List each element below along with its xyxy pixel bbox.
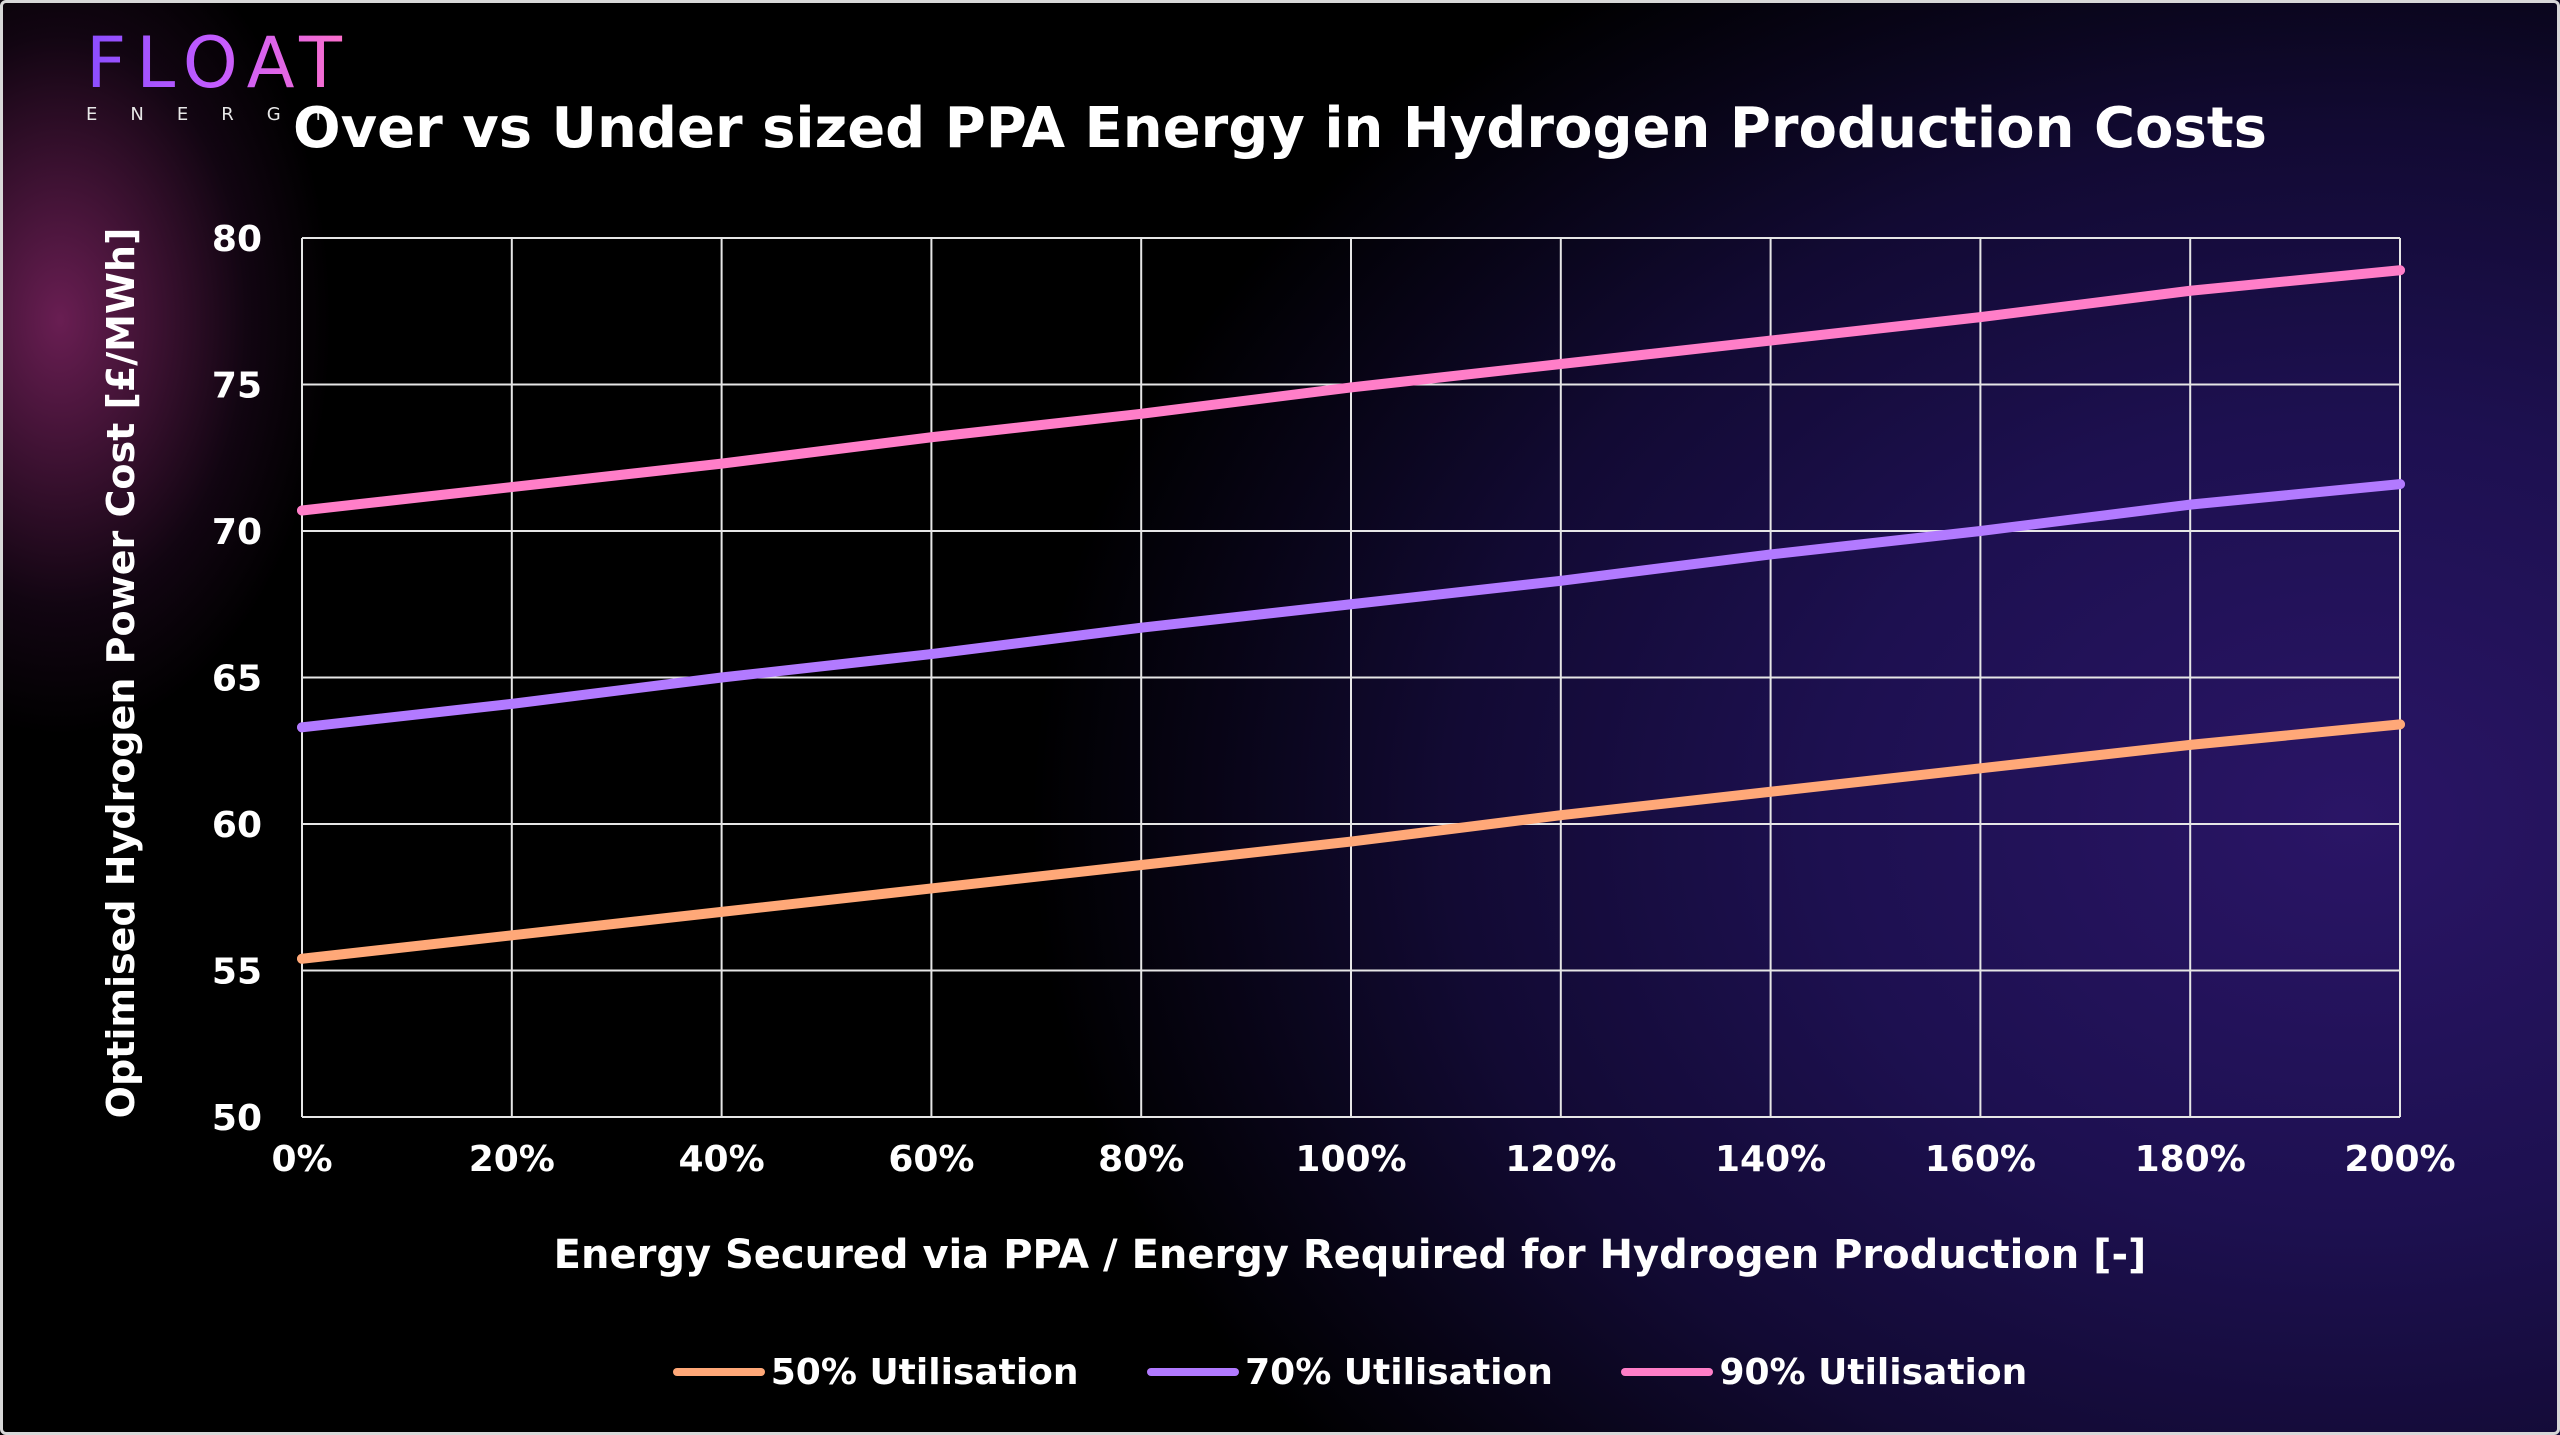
data-point xyxy=(1555,358,1566,369)
legend-item-90: 90% Utilisation xyxy=(1621,1352,2027,1393)
data-point xyxy=(506,482,517,493)
chart-title: Over vs Under sized PPA Energy in Hydrog… xyxy=(293,96,2267,161)
data-point xyxy=(1136,860,1147,871)
data-point xyxy=(1136,408,1147,419)
data-point xyxy=(1346,836,1356,847)
data-point xyxy=(506,698,517,709)
legend-label-50: 50% Utilisation xyxy=(770,1351,1079,1393)
x-tick-label: 40% xyxy=(679,1139,765,1180)
legend-label-70: 70% Utilisation xyxy=(1245,1351,1553,1393)
data-point xyxy=(1975,763,1986,774)
legend-label-90: 90% Utilisation xyxy=(1719,1351,2028,1393)
data-point xyxy=(1136,622,1147,633)
legend-swatch-90 xyxy=(1621,1368,1714,1376)
data-point xyxy=(2185,499,2196,510)
x-tick-label: 0% xyxy=(271,1139,332,1180)
data-point xyxy=(2395,265,2405,276)
data-point xyxy=(1975,312,1986,323)
data-point xyxy=(1765,335,1776,346)
data-point xyxy=(297,722,307,733)
logo-wordmark: FLOAT xyxy=(86,22,352,104)
y-tick-label: 60 xyxy=(212,805,262,846)
data-point xyxy=(1346,599,1356,610)
data-point xyxy=(506,930,517,941)
x-tick-label: 160% xyxy=(1925,1139,2036,1180)
legend: 50% Utilisation 70% Utilisation 90% Util… xyxy=(0,1344,2560,1393)
data-point xyxy=(716,672,727,683)
data-point xyxy=(1555,810,1566,821)
y-tick-label: 75 xyxy=(212,366,262,407)
data-point xyxy=(1346,382,1356,393)
float-energy-logo: FLOAT ENERGY xyxy=(86,28,366,128)
data-point xyxy=(2185,285,2196,296)
y-tick-label: 55 xyxy=(212,952,262,993)
data-point xyxy=(1555,575,1566,586)
y-tick-label: 80 xyxy=(212,219,262,260)
data-point xyxy=(716,458,727,469)
data-point xyxy=(2395,719,2405,730)
data-point xyxy=(2395,479,2405,490)
x-tick-label: 140% xyxy=(1715,1139,1826,1180)
data-point xyxy=(926,432,937,443)
legend-swatch-70 xyxy=(1147,1368,1240,1376)
data-point xyxy=(926,649,937,660)
x-tick-label: 100% xyxy=(1295,1139,1406,1180)
data-point xyxy=(716,906,727,917)
x-axis-label: Energy Secured via PPA / Energy Required… xyxy=(553,1232,2147,1278)
legend-swatch-50 xyxy=(672,1368,765,1376)
legend-item-70: 70% Utilisation xyxy=(1147,1352,1553,1393)
y-tick-label: 50 xyxy=(212,1098,262,1139)
y-tick-label: 70 xyxy=(212,512,262,553)
data-point xyxy=(926,883,937,894)
x-tick-label: 120% xyxy=(1505,1139,1616,1180)
legend-item-50: 50% Utilisation xyxy=(672,1351,1079,1393)
data-point xyxy=(297,953,307,964)
x-tick-label: 180% xyxy=(2135,1139,2246,1180)
data-point xyxy=(1765,549,1776,560)
x-tick-label: 20% xyxy=(469,1139,555,1180)
data-point xyxy=(2185,739,2196,750)
y-tick-label: 65 xyxy=(212,659,262,700)
data-point xyxy=(1975,526,1986,536)
data-point xyxy=(1765,786,1776,797)
data-point xyxy=(297,505,307,516)
x-tick-label: 60% xyxy=(888,1139,974,1180)
x-tick-label: 80% xyxy=(1098,1139,1184,1180)
x-tick-label: 200% xyxy=(2344,1139,2455,1180)
logo-subtitle: ENERGY xyxy=(86,104,357,125)
